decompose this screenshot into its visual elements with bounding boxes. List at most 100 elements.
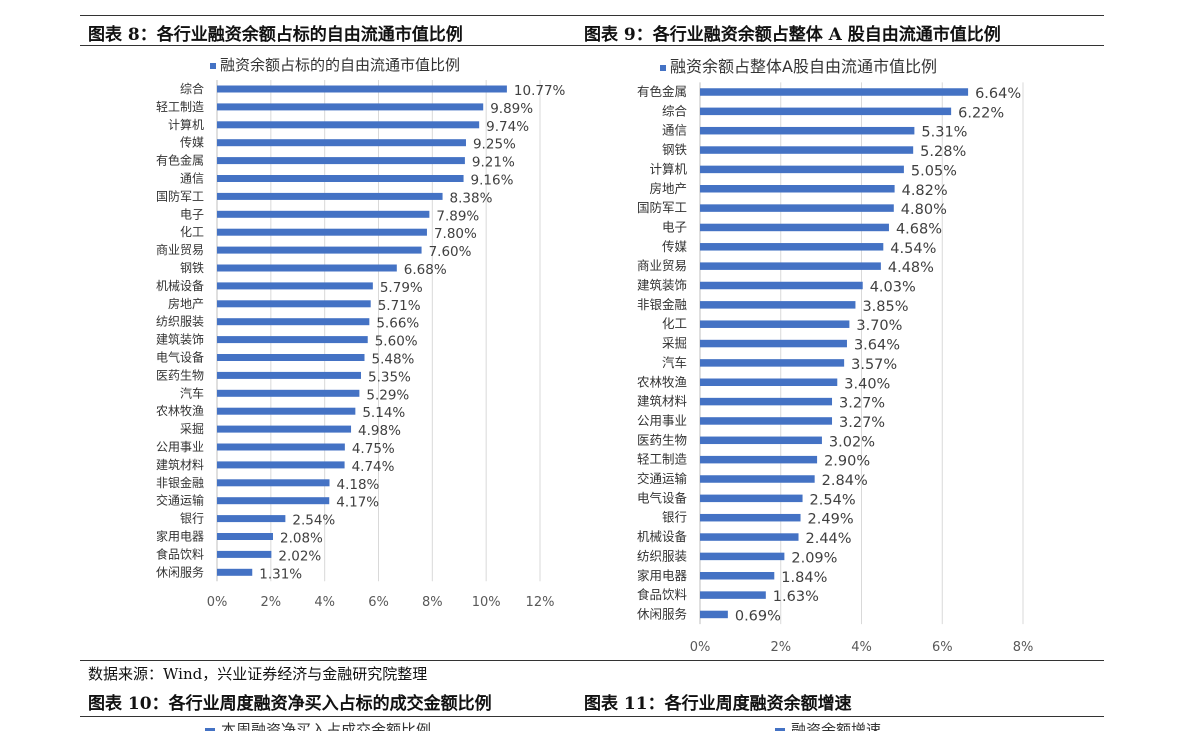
bar: [700, 533, 799, 541]
data-label: 8.38%: [450, 190, 493, 206]
bar: [700, 572, 775, 580]
bar: [217, 515, 286, 523]
category-label: 建筑装饰: [637, 278, 687, 293]
bar: [700, 513, 801, 522]
bar: [217, 425, 352, 433]
bar: [700, 610, 728, 619]
category-label: 非银金融: [637, 297, 688, 312]
fig9-title: 图表 9：各行业融资余额占整体 A 股自由流通市值比例: [584, 25, 1001, 45]
bar: [217, 282, 373, 290]
data-label: 2.90%: [824, 454, 870, 470]
bar: [217, 121, 480, 129]
category-label: 银行: [662, 510, 687, 525]
bar: [217, 192, 443, 200]
x-tick-label: 6%: [368, 595, 389, 610]
category-label: 汽车: [662, 355, 687, 370]
data-label: 4.75%: [352, 441, 395, 457]
category-label: 建筑材料: [637, 394, 688, 409]
chart-fig8: 0% 2% 4% 6% 8% 10% 12% 融资余额占标的的自由流通市值比例 综合 10.77%…: [80, 46, 580, 616]
bar: [700, 185, 895, 193]
x-tick-label: 4%: [851, 640, 872, 655]
data-label: 9.74%: [486, 119, 529, 135]
bar: [700, 320, 850, 328]
data-label: 9.89%: [490, 101, 533, 117]
category-label: 钢铁: [180, 261, 204, 275]
x-tick-label: 12%: [526, 595, 555, 610]
data-label: 4.17%: [336, 495, 379, 511]
title-rule: [80, 45, 1104, 46]
bar: [217, 264, 397, 272]
category-label: 有色金属: [156, 153, 204, 168]
bar: [217, 157, 465, 165]
x-tick-label: 0%: [207, 595, 228, 610]
category-label: 综合: [662, 103, 688, 118]
bar: [217, 336, 368, 344]
category-label: 银行: [180, 512, 204, 526]
bar: [217, 246, 422, 254]
category-label: 建筑材料: [156, 457, 204, 472]
data-source: 数据来源：Wind，兴业证券经济与金融研究院整理: [88, 665, 428, 683]
bar: [217, 103, 484, 111]
category-label: 家用电器: [156, 529, 204, 544]
data-label: 6.68%: [404, 262, 447, 278]
category-label: 交通运输: [156, 493, 204, 508]
bar: [217, 175, 464, 182]
bar: [217, 210, 430, 218]
bar: [700, 359, 845, 367]
category-label: 农林牧渔: [156, 404, 204, 418]
x-tick-label: 8%: [1013, 640, 1034, 655]
data-label: 1.63%: [773, 589, 819, 605]
bar: [217, 354, 365, 361]
category-label: 采掘: [662, 336, 687, 351]
bar: [700, 223, 889, 232]
data-label: 1.84%: [781, 570, 827, 586]
legend-label: 融资余额占标的的自由流通市值比例: [220, 56, 460, 74]
x-tick-label: 0%: [690, 640, 711, 655]
category-label: 公用事业: [637, 413, 687, 428]
bar: [217, 371, 362, 379]
data-label: 5.31%: [921, 125, 967, 141]
category-label: 休闲服务: [156, 564, 204, 579]
category-label: 非银金融: [156, 475, 204, 490]
fig11-legend-swatch: [775, 728, 785, 731]
category-label: 国防军工: [637, 200, 687, 215]
fig11-legend-text: 融资余额增速: [791, 721, 882, 731]
data-label: 4.48%: [888, 260, 934, 276]
data-label: 9.21%: [472, 155, 515, 171]
data-label: 4.74%: [352, 459, 395, 475]
x-tick-label: 4%: [314, 595, 335, 610]
data-label: 3.40%: [844, 376, 890, 392]
category-label: 国防军工: [156, 188, 204, 203]
bar: [700, 494, 803, 503]
category-label: 医药生物: [156, 368, 204, 382]
fig10-legend: 本周融资净买入占成交金额比例: [205, 719, 431, 731]
data-label: 7.80%: [434, 226, 477, 242]
bar: [700, 301, 856, 309]
data-label: 5.35%: [368, 369, 411, 385]
fig11-legend: 融资余额增速: [775, 719, 881, 731]
legend-swatch: [210, 63, 216, 69]
data-label: 7.60%: [429, 244, 472, 260]
category-label: 机械设备: [637, 529, 688, 544]
category-label: 纺织服装: [637, 548, 687, 563]
category-label: 传媒: [662, 239, 688, 254]
data-label: 5.05%: [911, 163, 957, 179]
category-label: 商业贸易: [637, 258, 687, 273]
category-label: 轻工制造: [156, 100, 204, 114]
data-label: 4.54%: [890, 241, 936, 257]
source-rule: [80, 660, 1104, 661]
category-label: 农林牧渔: [637, 374, 687, 389]
data-label: 3.70%: [856, 318, 902, 334]
data-label: 2.49%: [808, 512, 854, 528]
data-label: 10.77%: [514, 83, 566, 99]
bar: [700, 552, 785, 561]
bar: [217, 85, 507, 93]
bar: [700, 436, 822, 445]
data-label: 4.98%: [358, 423, 401, 439]
bar: [217, 533, 273, 540]
fig10-legend-swatch: [205, 728, 215, 731]
data-label: 9.25%: [473, 137, 516, 153]
bar: [700, 591, 766, 599]
category-label: 电子: [180, 207, 204, 221]
